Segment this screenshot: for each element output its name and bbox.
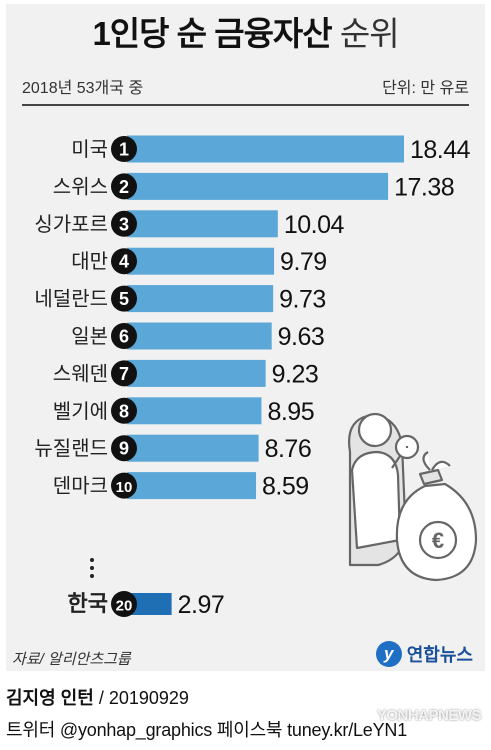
value-label: 9.63 (278, 323, 325, 351)
rank-number: 10 (116, 479, 133, 496)
value-label: 8.59 (262, 473, 309, 501)
rank-number: 5 (119, 289, 129, 309)
category-label: 네덜란드 (34, 288, 108, 311)
omitted-ranks-ellipsis (90, 558, 94, 582)
bar-일본 (127, 322, 272, 350)
category-label: 대만 (71, 250, 108, 273)
category-label: 일본 (71, 325, 108, 348)
rank-number: 2 (119, 177, 129, 197)
value-label: 8.76 (265, 435, 312, 463)
bar-싱가포르 (127, 210, 278, 238)
rank-number: 1 (119, 140, 129, 160)
value-label: 9.23 (272, 360, 319, 388)
value-label: 18.44 (410, 136, 471, 164)
bar-벨기에 (127, 397, 262, 425)
category-label: 한국 (68, 591, 108, 616)
category-label: 스웨덴 (53, 362, 108, 385)
watermark: YONHAPNEWS (376, 707, 482, 724)
bars-layer: 1 미국 18.44 2 스위스 17.38 3 싱가포르 10.04 4 대만 9.79 5 네덜란드 9… (34, 135, 471, 619)
bar-대만 (127, 247, 275, 275)
rank-number: 8 (119, 401, 129, 421)
bar-미국 (127, 135, 404, 163)
yonhap-logo: y 연합뉴스 (375, 641, 473, 667)
rank-badge-3 (111, 210, 137, 237)
rank-number: 4 (119, 252, 129, 272)
page-title: 1인당 순 금융자산 순위 (0, 14, 491, 54)
category-label: 덴마크 (53, 475, 108, 498)
bar-한국 (127, 593, 172, 615)
rank-badge-6 (111, 323, 137, 349)
unit-label: 단위: 만 유로 (382, 80, 469, 97)
category-label: 싱가포르 (34, 213, 108, 236)
rank-badge-20 (111, 591, 137, 617)
rank-badge-10 (111, 472, 137, 499)
value-label: 2.97 (178, 591, 225, 619)
rank-number: 3 (119, 214, 129, 234)
category-label: 벨기에 (53, 400, 108, 423)
rank-badge-1 (111, 136, 137, 162)
category-label: 스위스 (53, 175, 108, 198)
category-label: 뉴질랜드 (34, 437, 108, 460)
value-label: 9.79 (280, 248, 327, 276)
value-label: 8.95 (267, 398, 314, 426)
title-main: 1인당 순 금융자산 (92, 15, 332, 52)
rank-badge-9 (111, 435, 137, 462)
rank-badge-5 (111, 285, 137, 312)
credit-name: 김지영 인턴 (6, 688, 94, 708)
rank-badge-7 (111, 360, 137, 387)
logo-mark-icon: y (375, 641, 402, 667)
rank-badge-4 (111, 248, 137, 275)
rank-number: 20 (116, 598, 133, 615)
category-label: 미국 (71, 138, 108, 161)
euro-symbol-icon: € (432, 528, 444, 553)
rank-number: 7 (119, 364, 129, 384)
rank-number: 9 (119, 439, 129, 459)
credit-date: / 20190929 (93, 688, 189, 708)
chart-subtitle: 2018년 53개국 중 (22, 80, 144, 97)
investor-illustration-icon (348, 412, 478, 582)
source-note: 자료/ 알리안츠그룹 (12, 651, 131, 668)
bar-네덜란드 (127, 285, 274, 313)
rank-number: 6 (119, 327, 129, 347)
bar-덴마크 (127, 472, 257, 500)
bar-스위스 (127, 172, 389, 200)
logo-text: 연합뉴스 (406, 645, 473, 665)
bar-스웨덴 (127, 359, 266, 387)
value-label: 9.73 (279, 286, 326, 314)
rank-badge-8 (111, 397, 137, 424)
title-divider (22, 104, 469, 106)
credit-line: 김지영 인턴 / 20190929 (6, 684, 189, 710)
value-label: 10.04 (284, 211, 345, 239)
title-sub: 순위 (339, 15, 400, 52)
value-label: 17.38 (394, 173, 454, 201)
rank-badge-2 (111, 173, 137, 200)
social-credit: 트위터 @yonhap_graphics 페이스북 tuney.kr/LeYN1 (6, 720, 408, 740)
bar-뉴질랜드 (127, 434, 259, 462)
